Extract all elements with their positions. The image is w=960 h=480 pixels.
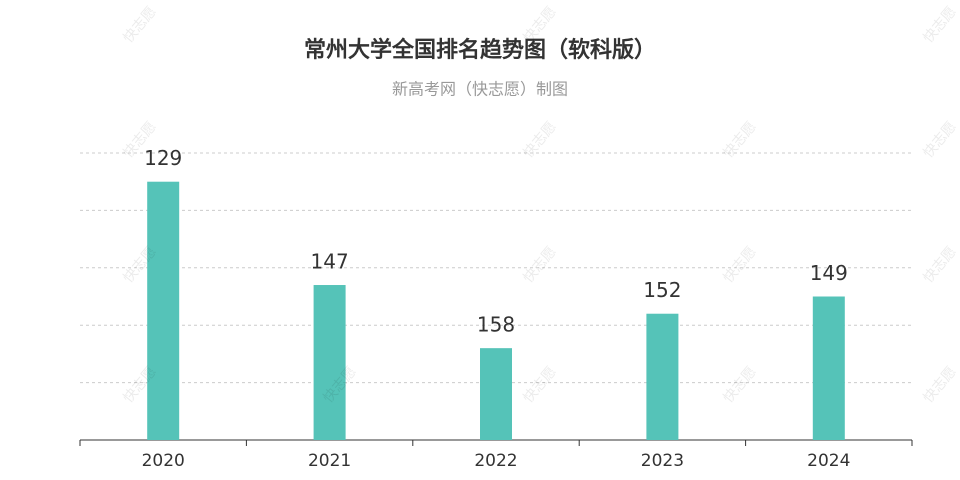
watermark: 快志愿 [720,244,759,286]
watermark: 快志愿 [520,244,559,286]
watermark: 快志愿 [920,4,959,46]
watermark: 快志愿 [520,119,559,161]
chart-title: 常州大学全国排名趋势图（软科版） [304,37,656,63]
value-label: 152 [643,278,681,302]
x-tick-label: 2020 [142,451,185,471]
watermark: 快志愿 [920,119,959,161]
watermark: 快志愿 [720,364,759,406]
bar [147,181,180,440]
chart-subtitle: 新高考网（快志愿）制图 [392,80,568,99]
value-label: 129 [144,146,182,170]
x-tick-label: 2024 [807,451,850,471]
bar [646,313,679,440]
bar [313,285,346,440]
bar [480,348,512,440]
value-label: 147 [311,250,349,274]
watermark: 快志愿 [120,4,159,46]
bar [812,296,845,440]
x-tick-label: 2023 [641,451,684,471]
watermark: 快志愿 [520,364,559,406]
x-tick-label: 2021 [308,451,351,471]
x-tick-label: 2022 [474,451,517,471]
watermark: 快志愿 [920,364,959,406]
value-label: 158 [477,313,515,337]
value-label: 149 [810,261,848,285]
watermark: 快志愿 [920,244,959,286]
watermark: 快志愿 [720,119,759,161]
